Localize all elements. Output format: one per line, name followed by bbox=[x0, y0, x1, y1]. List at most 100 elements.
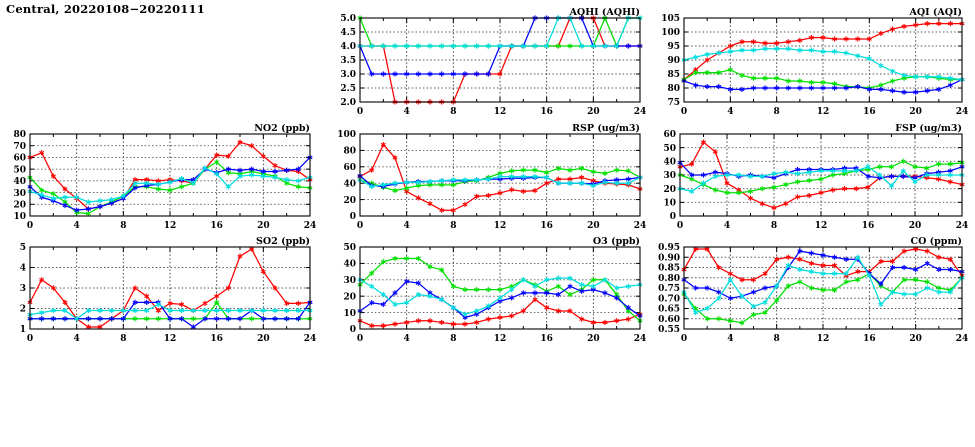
x-tick-label: 20 bbox=[587, 334, 600, 344]
plot-title-no2: NO2 (ppb) bbox=[254, 123, 310, 134]
chart-panel-so2: 1 2 3 4 5 0 4 8 12 16 20 24 SO2 (ppb) bbox=[0, 233, 320, 351]
y-tick-label: 50 bbox=[343, 243, 356, 253]
plot-aqi: 75 80 85 90 95 100 105 0 4 8 12 16 20 24 AQI (AQI) bbox=[661, 7, 969, 117]
y-tick-label: 60 bbox=[663, 130, 676, 140]
y-tick-label: 60 bbox=[343, 163, 356, 173]
plot-o3: 0 10 20 30 40 50 0 4 8 12 16 20 24 O3 (ppb) bbox=[343, 236, 647, 344]
plot-frame bbox=[29, 133, 311, 217]
x-tick-label: 24 bbox=[634, 107, 647, 117]
y-tick-label: 40 bbox=[343, 260, 356, 270]
series-markers-cyan bbox=[681, 254, 965, 316]
x-tick-label: 20 bbox=[587, 107, 600, 117]
plot-frame bbox=[359, 17, 641, 103]
series-markers-red bbox=[357, 142, 643, 213]
x-tick-label: 0 bbox=[677, 221, 683, 231]
x-tick-label: 0 bbox=[681, 107, 687, 117]
x-tick-label: 20 bbox=[257, 334, 270, 344]
x-tick-label: 12 bbox=[494, 334, 507, 344]
y-tick-label: 80 bbox=[667, 84, 680, 94]
y-tick-label: 0.80 bbox=[658, 274, 680, 284]
y-tick-label: 30 bbox=[663, 171, 676, 181]
x-tick-label: 4 bbox=[74, 221, 80, 231]
y-tick-label: 60 bbox=[13, 154, 26, 164]
x-tick-label: 8 bbox=[774, 107, 780, 117]
plot-title-rsp: RSP (ug/m3) bbox=[572, 123, 640, 134]
y-tick-label: 0 bbox=[350, 325, 356, 335]
y-tick-label: 30 bbox=[13, 189, 26, 199]
plot-frame bbox=[679, 133, 963, 217]
y-tick-label: 20 bbox=[13, 200, 26, 210]
y-tick-label: 80 bbox=[13, 130, 26, 140]
plot-title-aqhi: AQHI (AQHI) bbox=[569, 7, 640, 18]
plot-title-fsp: FSP (ug/m3) bbox=[895, 123, 962, 134]
x-tick-label: 4 bbox=[404, 334, 410, 344]
x-tick-label: 24 bbox=[304, 334, 317, 344]
x-tick-label: 20 bbox=[909, 221, 922, 231]
series-markers-green bbox=[677, 158, 965, 196]
x-tick-label: 0 bbox=[357, 221, 363, 231]
plot-title-so2: SO2 (ppb) bbox=[256, 236, 310, 247]
y-tick-label: 40 bbox=[663, 158, 676, 168]
x-tick-label: 16 bbox=[540, 107, 553, 117]
x-tick-label: 20 bbox=[587, 221, 600, 231]
x-tick-label: 16 bbox=[540, 221, 553, 231]
y-tick-label: 0.85 bbox=[658, 264, 680, 274]
y-tick-label: 20 bbox=[343, 292, 356, 302]
x-tick-label: 20 bbox=[909, 334, 922, 344]
x-tick-label: 24 bbox=[956, 107, 969, 117]
x-tick-label: 0 bbox=[681, 334, 687, 344]
plot-frame bbox=[359, 246, 641, 330]
y-tick-label: 50 bbox=[13, 165, 26, 175]
x-tick-label: 4 bbox=[74, 334, 80, 344]
series-markers-cyan bbox=[357, 275, 643, 317]
plot-rsp: 0 20 40 60 80 100 0 4 8 12 16 20 24 RSP (ug/m3) bbox=[337, 123, 647, 231]
y-tick-label: 100 bbox=[337, 130, 356, 140]
x-tick-label: 4 bbox=[724, 221, 730, 231]
y-tick-label: 3 bbox=[20, 284, 26, 294]
y-tick-label: 0.95 bbox=[658, 243, 680, 253]
plot-fsp: 0 10 20 30 40 50 60 0 4 8 12 16 20 24 FSP (ug/m3) bbox=[663, 123, 968, 231]
x-tick-label: 4 bbox=[404, 221, 410, 231]
plot-aqhi: 2.0 2.5 3.0 3.5 4.0 4.5 5.0 0 4 8 12 16 20 24 AQHI (AQ… bbox=[340, 7, 647, 117]
chart-panel-aqhi: 2.0 2.5 3.0 3.5 4.0 4.5 5.0 0 4 8 12 16 20 24 AQHI (AQ… bbox=[330, 6, 650, 126]
series-line-cyan bbox=[29, 167, 311, 203]
chart-panel-fsp: 0 10 20 30 40 50 60 0 4 8 12 16 20 24 FSP (ug/m3) bbox=[650, 120, 972, 238]
x-tick-label: 16 bbox=[210, 334, 223, 344]
y-tick-label: 2.5 bbox=[340, 84, 356, 94]
x-tick-label: 12 bbox=[817, 334, 830, 344]
y-tick-label: 75 bbox=[667, 98, 680, 108]
page-title: Central, 20220108−20220111 bbox=[6, 2, 205, 16]
x-tick-label: 20 bbox=[257, 221, 270, 231]
y-tick-label: 10 bbox=[663, 199, 676, 209]
series-markers-cyan bbox=[357, 174, 643, 190]
x-tick-label: 0 bbox=[27, 334, 33, 344]
series-markers-cyan bbox=[677, 164, 965, 194]
x-tick-label: 16 bbox=[863, 107, 876, 117]
x-tick-label: 20 bbox=[909, 107, 922, 117]
y-tick-label: 70 bbox=[13, 142, 26, 152]
plot-frame bbox=[683, 17, 963, 103]
x-tick-label: 12 bbox=[164, 334, 177, 344]
x-tick-label: 16 bbox=[862, 221, 875, 231]
x-tick-label: 8 bbox=[774, 334, 780, 344]
x-tick-label: 8 bbox=[120, 334, 126, 344]
y-tick-label: 4.5 bbox=[340, 28, 356, 38]
plot-frame bbox=[683, 246, 963, 330]
y-tick-label: 2.0 bbox=[340, 98, 356, 108]
y-tick-label: 0.55 bbox=[658, 325, 680, 335]
y-tick-label: 0 bbox=[670, 212, 676, 222]
x-tick-label: 8 bbox=[450, 107, 456, 117]
x-tick-label: 16 bbox=[540, 334, 553, 344]
y-tick-label: 10 bbox=[13, 212, 26, 222]
x-tick-label: 24 bbox=[634, 334, 647, 344]
y-tick-label: 3.0 bbox=[340, 70, 356, 80]
y-tick-label: 10 bbox=[343, 309, 356, 319]
y-tick-label: 30 bbox=[343, 276, 356, 286]
y-tick-label: 80 bbox=[343, 147, 356, 157]
y-tick-label: 0.60 bbox=[658, 315, 680, 325]
x-tick-label: 24 bbox=[634, 221, 647, 231]
plot-title-co: CO (ppm) bbox=[911, 236, 962, 247]
plot-title-aqi: AQI (AQI) bbox=[909, 7, 962, 18]
y-tick-label: 5 bbox=[20, 243, 26, 253]
